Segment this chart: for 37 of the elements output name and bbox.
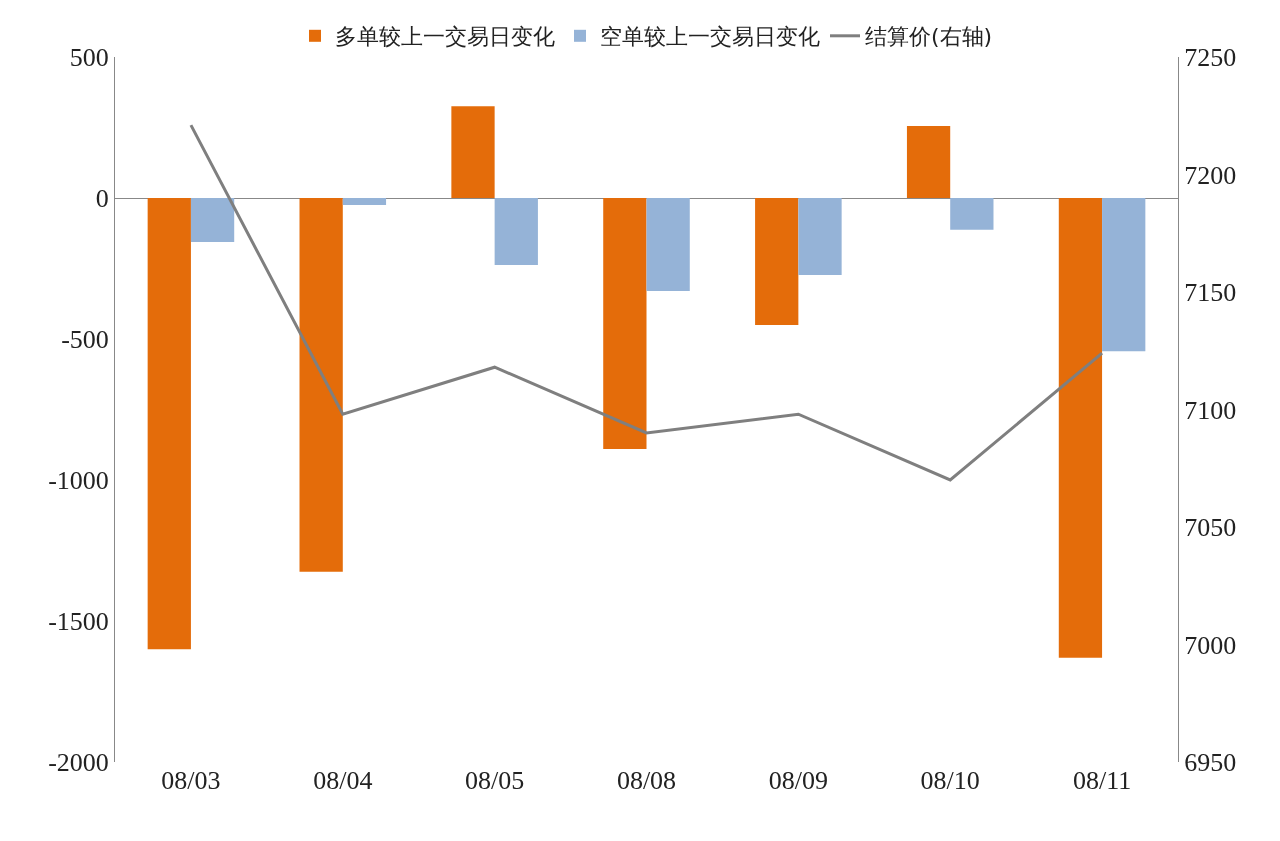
legend-label: 多单较上一交易日变化: [335, 24, 555, 50]
x-tick-label: 08/08: [616, 766, 677, 795]
bar: [342, 198, 387, 206]
legend-label: 空单较上一交易日变化: [600, 24, 820, 50]
bar: [798, 198, 842, 275]
x-tick-label: 08/04: [313, 766, 373, 795]
bar: [603, 198, 647, 449]
bar: [906, 126, 951, 198]
y2-tick-label: 7150: [1184, 278, 1237, 308]
bar: [646, 198, 690, 292]
y-tick-label: -2000: [48, 748, 109, 778]
y-tick-label: -500: [61, 325, 109, 355]
y2-tick-label: 7250: [1184, 43, 1237, 73]
y2-tick-label: 7050: [1184, 513, 1237, 543]
bar: [147, 198, 191, 650]
y-tick-label: -1000: [48, 466, 109, 496]
bar: [1102, 198, 1146, 352]
y2-tick-label: 7100: [1184, 395, 1237, 425]
y2-tick-label: 7200: [1184, 160, 1237, 190]
legend-label: 结算价(右轴): [865, 24, 993, 50]
bar: [755, 198, 799, 325]
bar: [494, 198, 538, 266]
bar: [950, 198, 994, 230]
x-tick-label: 08/09: [768, 766, 828, 795]
y2-tick-label: 6950: [1184, 748, 1237, 778]
x-tick-label: 08/11: [1072, 766, 1132, 795]
y-tick-label: -1500: [48, 607, 109, 637]
y-tick-label: 500: [69, 43, 109, 73]
y2-tick-label: 7000: [1184, 630, 1237, 660]
x-tick-label: 08/03: [161, 766, 221, 795]
bar: [190, 198, 235, 242]
y-tick-label: 0: [95, 184, 109, 214]
bar: [451, 106, 495, 198]
bar: [299, 198, 343, 572]
x-tick-label: 08/05: [465, 766, 525, 795]
bar: [1058, 198, 1103, 658]
x-tick-label: 08/10: [920, 766, 980, 795]
